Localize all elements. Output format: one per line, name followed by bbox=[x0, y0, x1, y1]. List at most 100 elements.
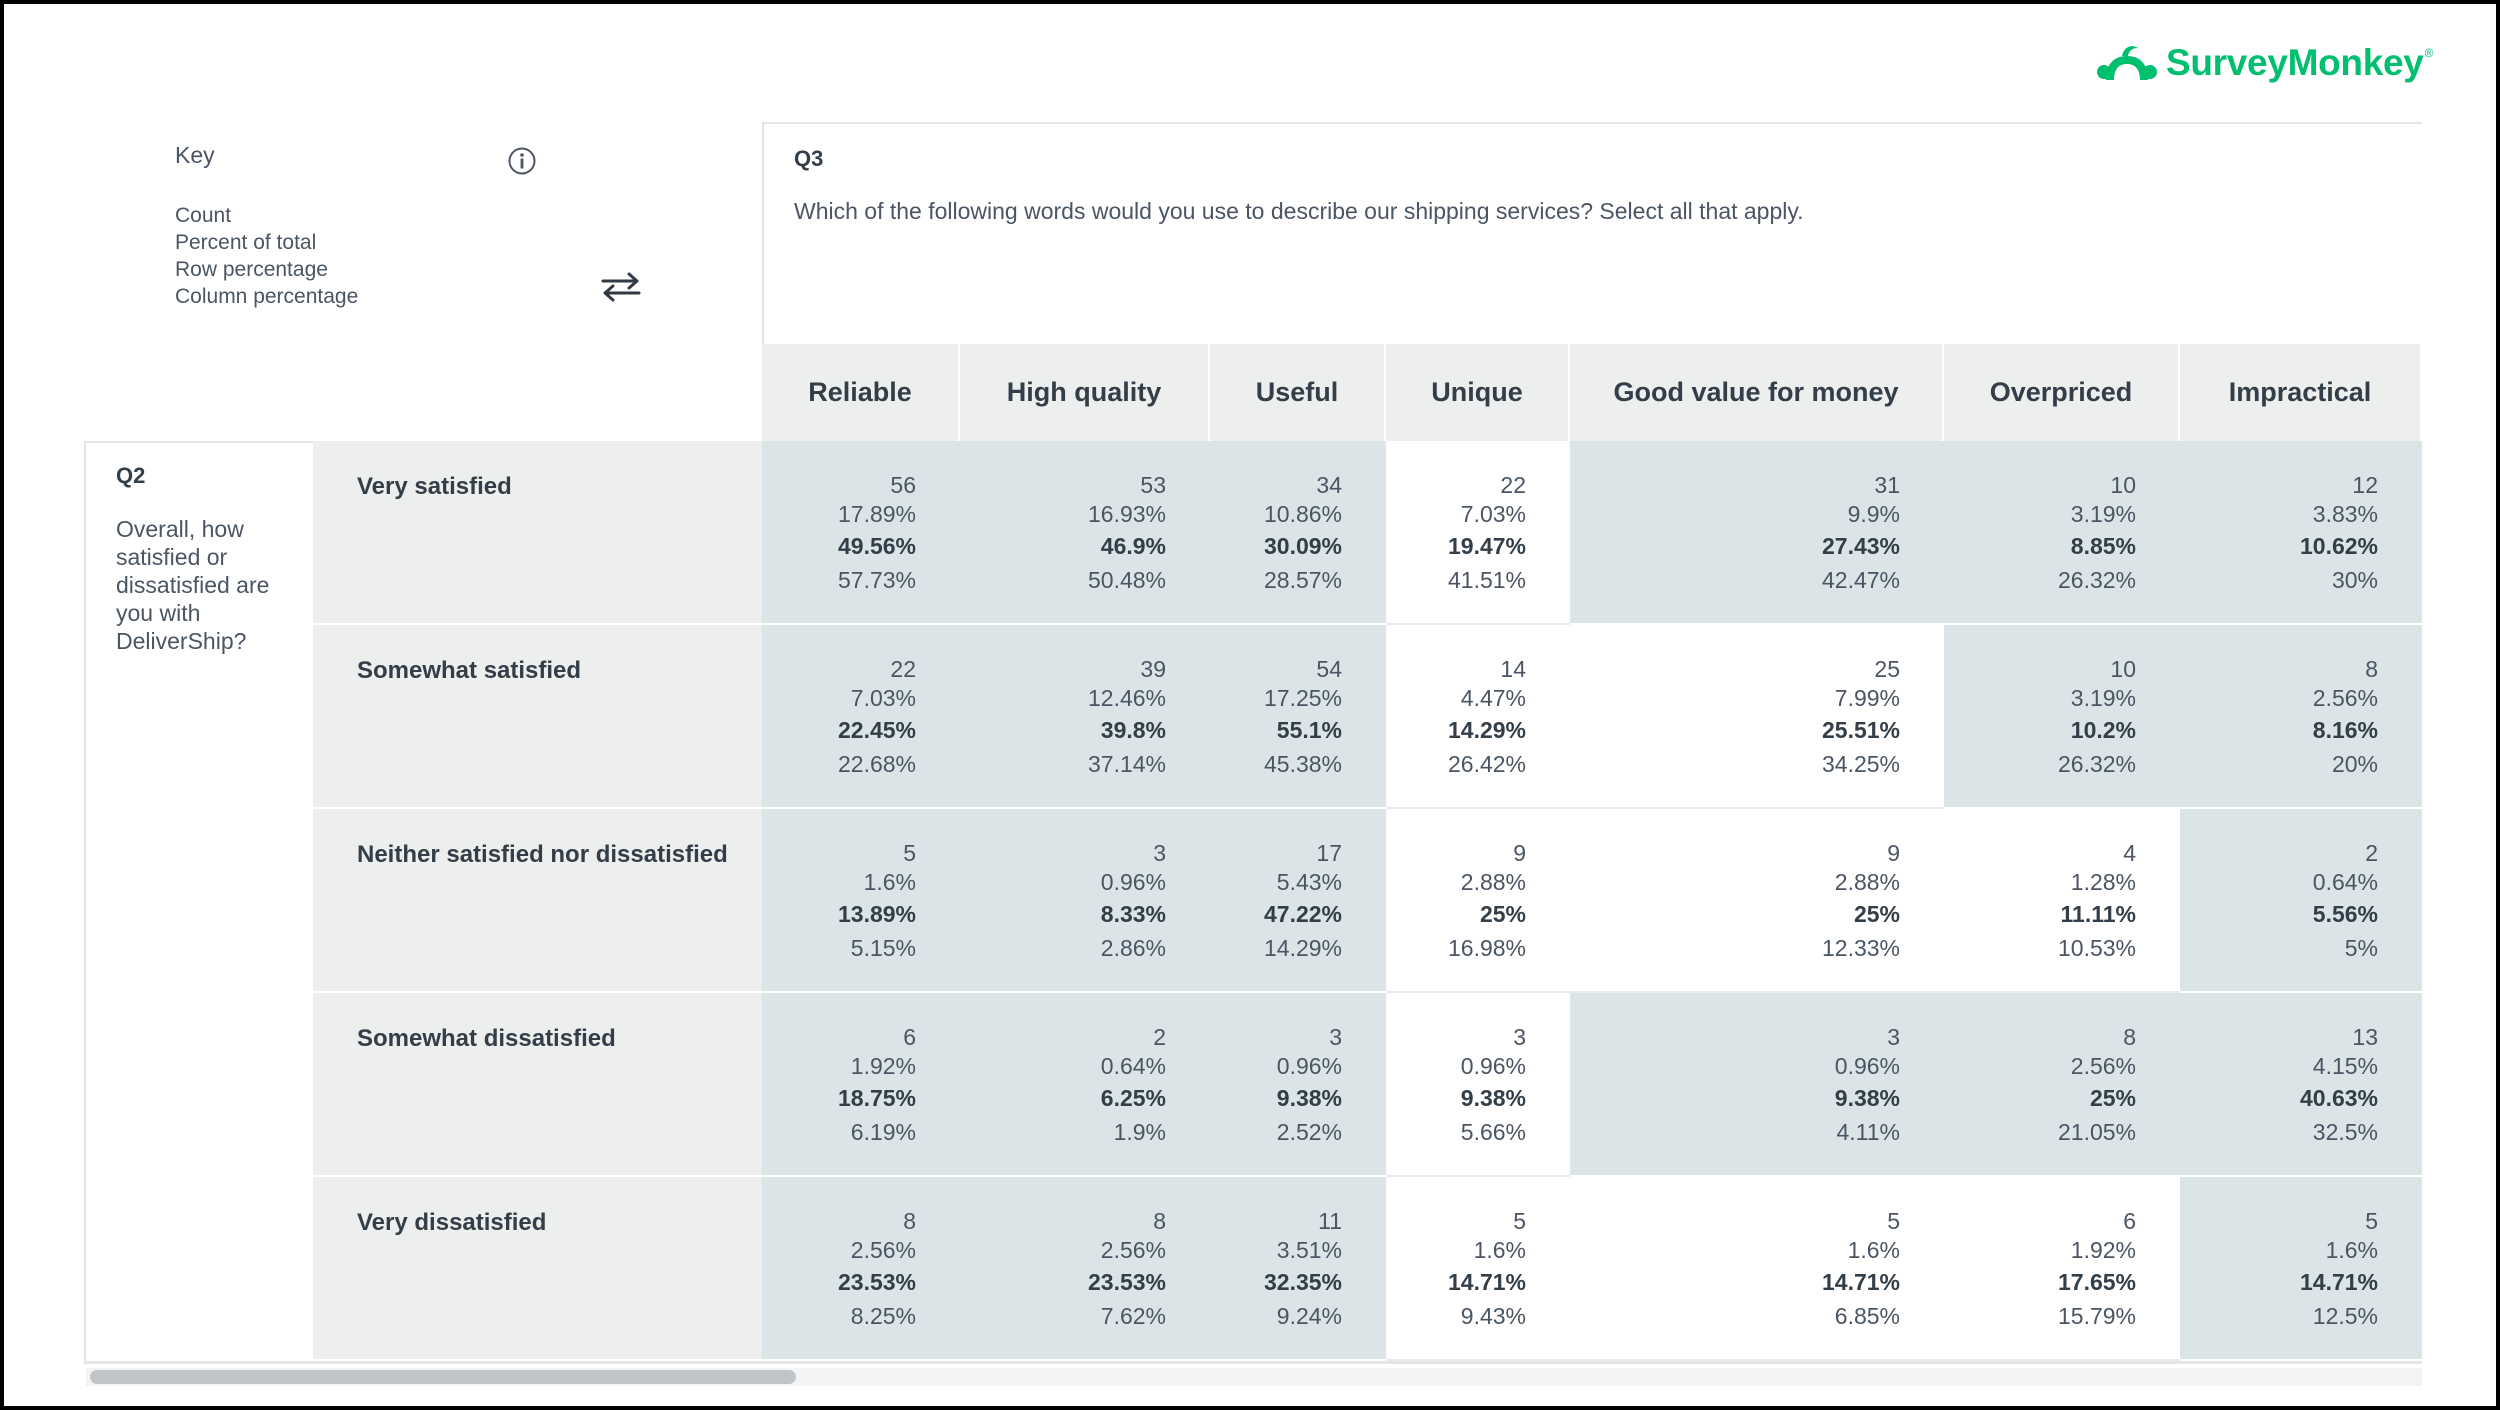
cell-percent-total: 4.15% bbox=[2312, 1053, 2378, 1079]
cell-percent-total: 5.43% bbox=[1276, 869, 1342, 895]
crosstab-table: Q2 Overall, how satisfied or dissatisfie… bbox=[84, 344, 2422, 1364]
cell-row-percentage: 39.8% bbox=[1100, 717, 1166, 743]
cell-row-percentage: 47.22% bbox=[1263, 901, 1342, 927]
cell-count: 5 bbox=[2365, 1208, 2378, 1234]
table-cell: 3 0.96% 8.33% 2.86% bbox=[960, 809, 1210, 993]
info-circle-icon[interactable] bbox=[507, 146, 537, 181]
key-item-row-percentage: Row percentage bbox=[175, 258, 328, 281]
scrollbar-thumb[interactable] bbox=[90, 1370, 796, 1384]
cell-column-percentage: 21.05% bbox=[2057, 1119, 2136, 1145]
cell-count: 10 bbox=[2110, 656, 2136, 682]
cell-row-percentage: 14.71% bbox=[1447, 1269, 1526, 1295]
column-header: Useful bbox=[1210, 344, 1386, 441]
cell-count: 31 bbox=[1874, 472, 1900, 498]
row-header: Somewhat dissatisfied bbox=[313, 993, 762, 1177]
cell-column-percentage: 26.32% bbox=[2057, 567, 2136, 593]
table-cell: 3 0.96% 9.38% 5.66% bbox=[1386, 993, 1570, 1177]
cell-percent-total: 9.9% bbox=[1847, 501, 1900, 527]
cell-row-percentage: 55.1% bbox=[1276, 717, 1342, 743]
cell-column-percentage: 5% bbox=[2344, 935, 2378, 961]
cell-count: 9 bbox=[1513, 840, 1526, 866]
cell-row-percentage: 22.45% bbox=[837, 717, 916, 743]
cell-count: 3 bbox=[1513, 1024, 1526, 1050]
key-panel: Key Count Percent of total Row percentag… bbox=[175, 142, 641, 308]
cell-column-percentage: 34.25% bbox=[1821, 751, 1900, 777]
table-cell: 2 0.64% 5.56% 5% bbox=[2180, 809, 2422, 993]
cell-percent-total: 1.28% bbox=[2070, 869, 2136, 895]
key-item-percent-total: Percent of total bbox=[175, 231, 317, 254]
cell-percent-total: 12.46% bbox=[1087, 685, 1166, 711]
cell-percent-total: 17.25% bbox=[1263, 685, 1342, 711]
cell-percent-total: 2.56% bbox=[1100, 1237, 1166, 1263]
cell-column-percentage: 5.66% bbox=[1460, 1119, 1526, 1145]
cell-count: 34 bbox=[1316, 472, 1342, 498]
cell-row-percentage: 14.71% bbox=[1821, 1269, 1900, 1295]
row-header-label: Very dissatisfied bbox=[357, 1209, 547, 1236]
cell-column-percentage: 50.48% bbox=[1087, 567, 1166, 593]
cell-percent-total: 2.56% bbox=[2070, 1053, 2136, 1079]
cell-column-percentage: 28.57% bbox=[1263, 567, 1342, 593]
column-header: Overpriced bbox=[1944, 344, 2180, 441]
cell-count: 53 bbox=[1140, 472, 1166, 498]
cell-percent-total: 4.47% bbox=[1460, 685, 1526, 711]
cell-row-percentage: 19.47% bbox=[1447, 533, 1526, 559]
table-cell: 54 17.25% 55.1% 45.38% bbox=[1210, 625, 1386, 809]
cell-percent-total: 1.6% bbox=[863, 869, 916, 895]
cell-count: 54 bbox=[1316, 656, 1342, 682]
cell-count: 3 bbox=[1153, 840, 1166, 866]
cell-column-percentage: 12.33% bbox=[1821, 935, 1900, 961]
cell-percent-total: 1.6% bbox=[2325, 1237, 2378, 1263]
table-cell: 5 1.6% 14.71% 9.43% bbox=[1386, 1177, 1570, 1361]
cell-percent-total: 3.51% bbox=[1276, 1237, 1342, 1263]
cell-count: 8 bbox=[903, 1208, 916, 1234]
cell-percent-total: 2.56% bbox=[850, 1237, 916, 1263]
table-cell: 17 5.43% 47.22% 14.29% bbox=[1210, 809, 1386, 993]
row-header: Very dissatisfied bbox=[313, 1177, 762, 1361]
cell-row-percentage: 25% bbox=[1853, 901, 1900, 927]
table-cell: 10 3.19% 10.2% 26.32% bbox=[1944, 625, 2180, 809]
cell-count: 9 bbox=[1887, 840, 1900, 866]
cell-count: 4 bbox=[2123, 840, 2136, 866]
key-title: Key bbox=[175, 142, 215, 168]
cell-percent-total: 2.88% bbox=[1834, 869, 1900, 895]
row-header-label: Neither satisfied nor dissatisfied bbox=[357, 841, 728, 868]
table-cell: 6 1.92% 17.65% 15.79% bbox=[1944, 1177, 2180, 1361]
table-cell: 9 2.88% 25% 12.33% bbox=[1570, 809, 1944, 993]
column-header: Impractical bbox=[2180, 344, 2422, 441]
cell-column-percentage: 45.38% bbox=[1263, 751, 1342, 777]
horizontal-scrollbar[interactable] bbox=[86, 1368, 2422, 1386]
cell-row-percentage: 49.56% bbox=[837, 533, 916, 559]
row-header: Somewhat satisfied bbox=[313, 625, 762, 809]
key-item-count: Count bbox=[175, 204, 232, 227]
cell-row-percentage: 9.38% bbox=[1276, 1085, 1342, 1111]
cell-row-percentage: 9.38% bbox=[1834, 1085, 1900, 1111]
cell-column-percentage: 20% bbox=[2331, 751, 2378, 777]
cell-percent-total: 0.96% bbox=[1276, 1053, 1342, 1079]
cell-row-percentage: 17.65% bbox=[2057, 1269, 2136, 1295]
table-cell: 34 10.86% 30.09% 28.57% bbox=[1210, 441, 1386, 625]
key-item-column-percentage: Column percentage bbox=[175, 285, 359, 308]
cell-percent-total: 1.6% bbox=[1847, 1237, 1900, 1263]
row-header-label: Somewhat satisfied bbox=[357, 657, 582, 684]
cell-percent-total: 2.88% bbox=[1460, 869, 1526, 895]
cell-column-percentage: 22.68% bbox=[837, 751, 916, 777]
cell-row-percentage: 8.33% bbox=[1100, 901, 1166, 927]
cell-column-percentage: 9.24% bbox=[1276, 1303, 1342, 1329]
table-cell: 39 12.46% 39.8% 37.14% bbox=[960, 625, 1210, 809]
column-question-text: Which of the following words would you u… bbox=[794, 198, 1804, 224]
cell-row-percentage: 5.56% bbox=[2312, 901, 2378, 927]
swap-arrows-icon[interactable] bbox=[599, 270, 643, 309]
cell-count: 56 bbox=[890, 472, 916, 498]
cell-column-percentage: 6.19% bbox=[850, 1119, 916, 1145]
cell-column-percentage: 32.5% bbox=[2312, 1119, 2378, 1145]
table-cell: 8 2.56% 23.53% 7.62% bbox=[960, 1177, 1210, 1361]
column-header: Good value for money bbox=[1570, 344, 1944, 441]
cell-column-percentage: 26.32% bbox=[2057, 751, 2136, 777]
cell-percent-total: 17.89% bbox=[837, 501, 916, 527]
table-cell: 9 2.88% 25% 16.98% bbox=[1386, 809, 1570, 993]
cell-row-percentage: 23.53% bbox=[837, 1269, 916, 1295]
cell-row-percentage: 6.25% bbox=[1100, 1085, 1166, 1111]
table-bottom-border bbox=[84, 1361, 2422, 1364]
cell-row-percentage: 25% bbox=[2089, 1085, 2136, 1111]
cell-percent-total: 10.86% bbox=[1263, 501, 1342, 527]
